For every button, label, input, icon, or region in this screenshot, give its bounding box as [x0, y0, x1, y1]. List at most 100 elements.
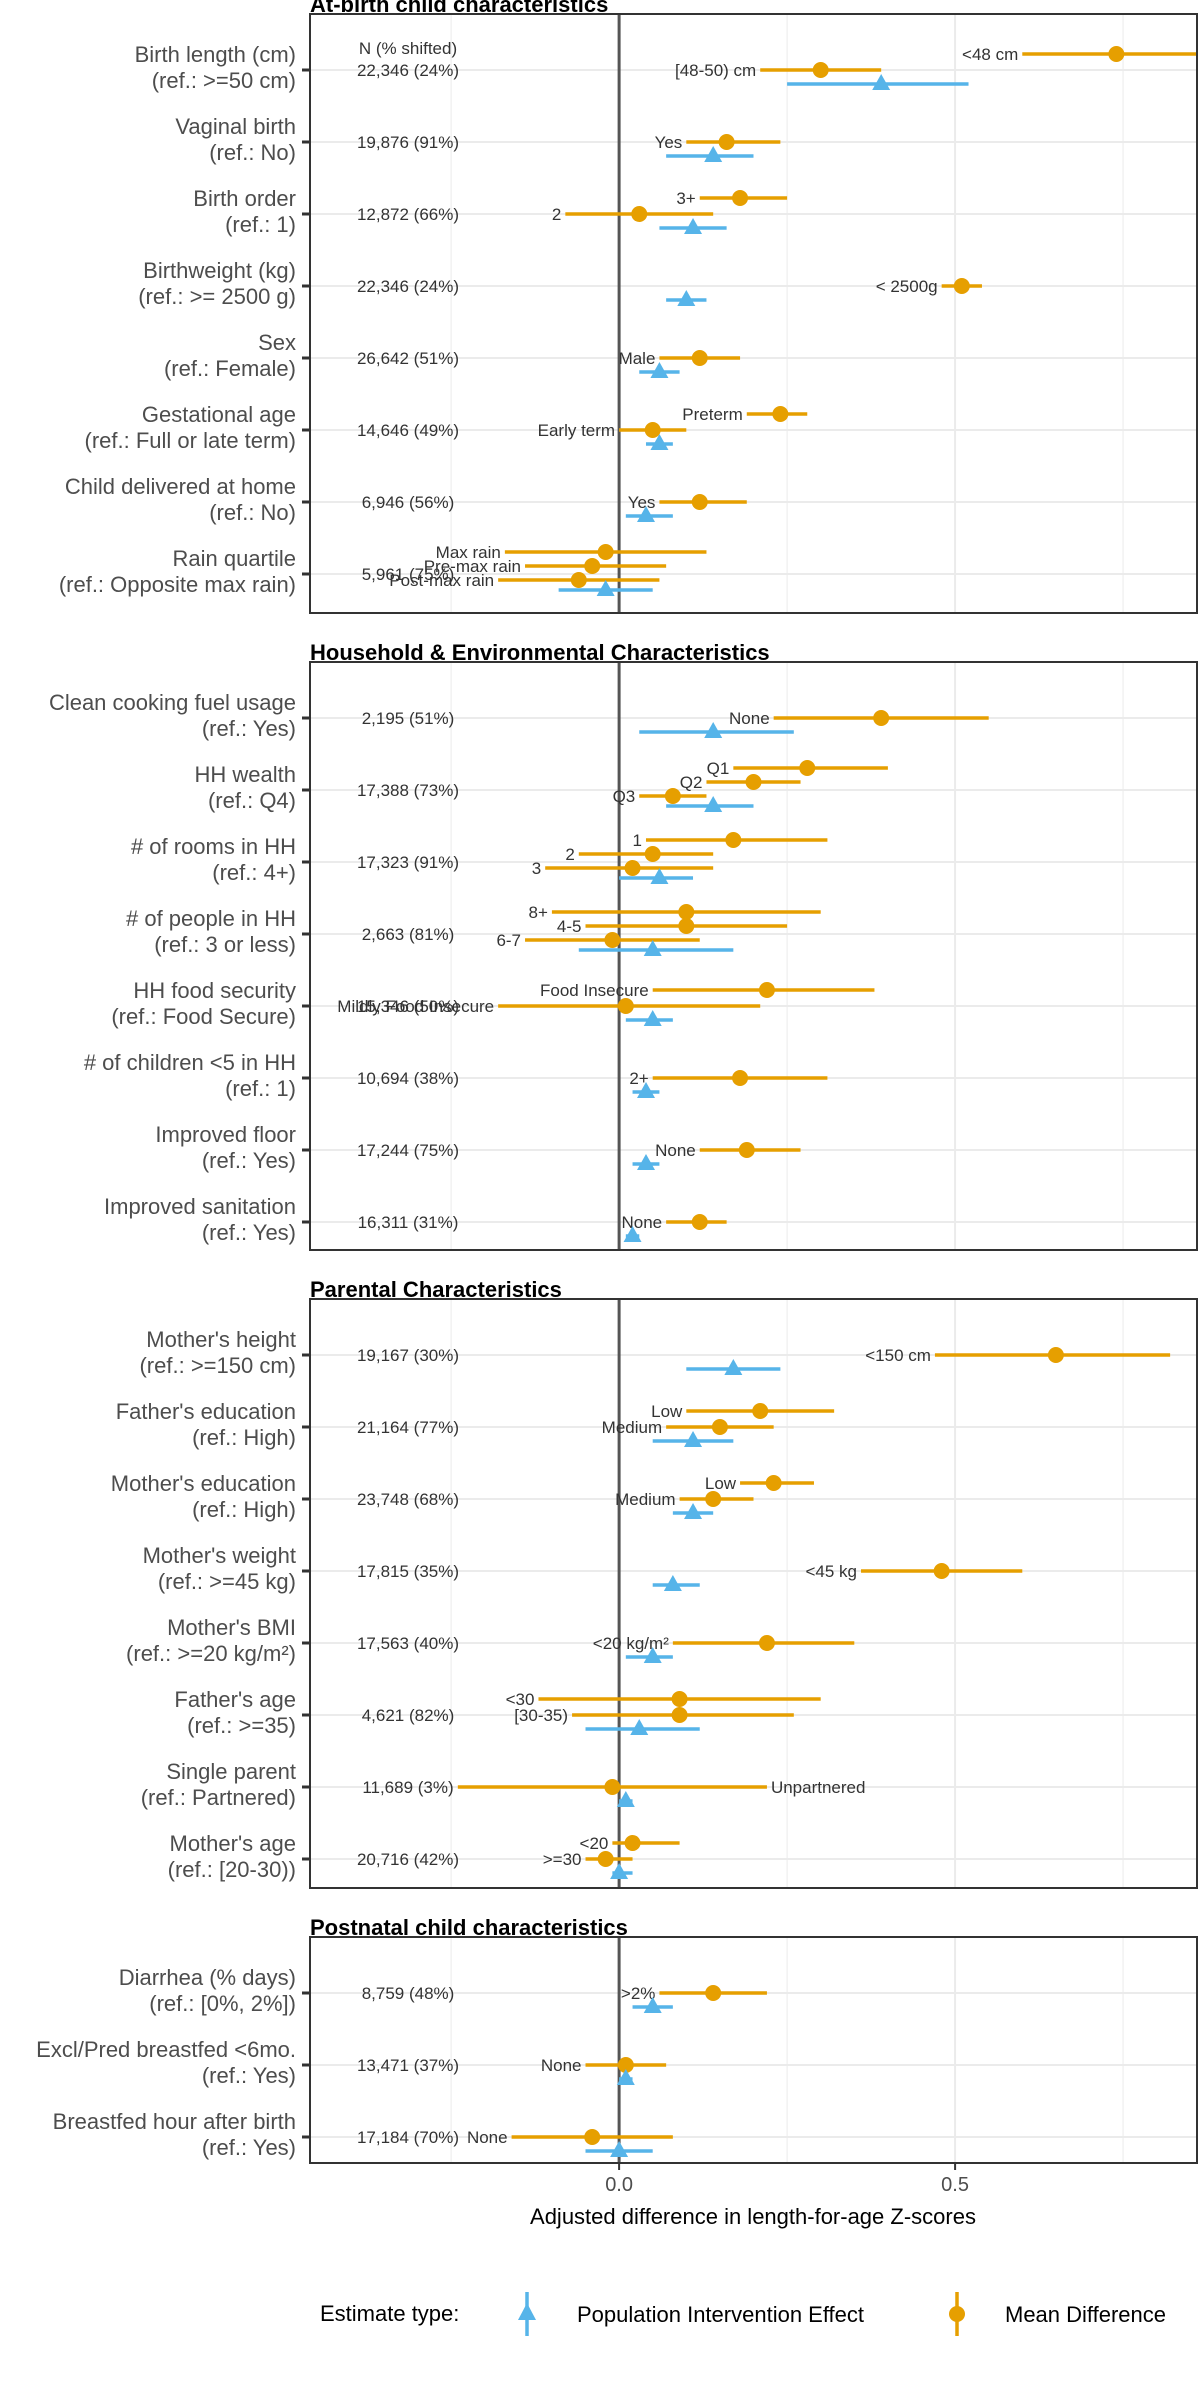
md-point [644, 422, 661, 438]
row-label: Birthweight (kg) [143, 258, 296, 283]
row-label: Gestational age [142, 402, 296, 427]
md-point [617, 2057, 634, 2073]
pie-point [724, 1359, 743, 1375]
md-label: None [655, 1141, 696, 1160]
md-point [738, 1142, 755, 1158]
row-ref-label: (ref.: [0%, 2%]) [149, 1991, 296, 2016]
md-point [758, 1635, 775, 1651]
row-label: Mother's weight [143, 1543, 296, 1568]
md-point [584, 2129, 601, 2145]
panel: At-birth child characteristics N (% shift… [59, 0, 1198, 614]
panel-title: At-birth child characteristics [310, 0, 608, 17]
md-label: 3+ [676, 189, 695, 208]
row-ref-label: (ref.: Opposite max rain) [59, 572, 296, 597]
md-label: 1 [633, 831, 642, 850]
row-label: Breastfed hour after birth [53, 2109, 296, 2134]
pie-point [684, 218, 703, 234]
panel-border [309, 13, 1198, 614]
n-value: 17,815 (35%) [357, 1562, 459, 1581]
row-label: Improved floor [155, 1122, 296, 1147]
row-ref-label: (ref.: High) [192, 1425, 296, 1450]
row: Mother's weight(ref.: >=45 kg) 17,815 (35… [143, 1543, 1023, 1594]
md-point [664, 788, 681, 804]
pie-point [663, 1575, 682, 1591]
md-point [584, 558, 601, 574]
pie-point [643, 1647, 662, 1663]
n-value: 12,872 (66%) [357, 205, 459, 224]
md-point [604, 932, 621, 948]
pie-point [616, 2069, 635, 2085]
md-point [732, 190, 749, 206]
row-label: Diarrhea (% days) [119, 1965, 296, 1990]
row: Single parent(ref.: Partnered) 11,689 (3%… [141, 1759, 866, 1810]
n-value: 17,184 (70%) [357, 2128, 459, 2147]
row: Father's education(ref.: High) 21,164 (77… [116, 1399, 835, 1450]
md-point [799, 760, 816, 776]
n-value: 8,759 (48%) [362, 1984, 455, 2003]
md-label: Food Insecure [540, 981, 649, 1000]
row: # of children <5 in HH(ref.: 1) 10,694 (3… [84, 1050, 828, 1101]
md-point [644, 846, 661, 862]
pie-point [677, 290, 696, 306]
row-label: Vaginal birth [175, 114, 296, 139]
pie-point [636, 1154, 655, 1170]
md-label: Post-max rain [389, 571, 494, 590]
md-label: Q3 [613, 787, 636, 806]
n-value: 23,748 (68%) [357, 1490, 459, 1509]
md-point [711, 1419, 728, 1435]
n-value: 22,346 (24%) [357, 61, 459, 80]
row-ref-label: (ref.: 4+) [212, 860, 296, 885]
panel: Postnatal child characteristics Diarrhea … [36, 1915, 1198, 2164]
row-ref-label: (ref.: Food Secure) [111, 1004, 296, 1029]
md-label: 8+ [529, 903, 548, 922]
row-ref-label: (ref.: 3 or less) [154, 932, 296, 957]
md-label: 3 [532, 859, 541, 878]
row-label: Father's age [174, 1687, 296, 1712]
md-label: Unpartnered [771, 1778, 866, 1797]
n-value: 21,164 (77%) [357, 1418, 459, 1437]
x-tick-label: 0.5 [941, 2174, 969, 2196]
row-ref-label: (ref.: [20-30)) [168, 1857, 296, 1882]
md-point [732, 1070, 749, 1086]
row: Birth length (cm)(ref.: >=50 cm) 22,346 (… [135, 42, 1197, 93]
n-value: 17,244 (75%) [357, 1141, 459, 1160]
pie-point [650, 868, 669, 884]
md-point [691, 350, 708, 366]
row-ref-label: (ref.: Yes) [202, 1220, 296, 1245]
row-label: Improved sanitation [104, 1194, 296, 1219]
md-point [624, 860, 641, 876]
n-value: 10,694 (38%) [357, 1069, 459, 1088]
x-axis: Adjusted difference in length-for-age Z-… [530, 2163, 976, 2229]
n-value: 14,646 (49%) [357, 421, 459, 440]
pie-point [872, 74, 891, 90]
panel: Household & Environmental Characteristic… [49, 640, 1198, 1251]
x-tick-label: 0.0 [605, 2174, 633, 2196]
row: Birthweight (kg)(ref.: >= 2500 g) 22,346 … [138, 258, 982, 309]
row: Father's age(ref.: >=35) 4,621 (82%) <30[3… [174, 1687, 821, 1738]
n-value: 17,563 (40%) [357, 1634, 459, 1653]
n-value: 15,346 (50%) [357, 997, 459, 1016]
n-value: 5,961 (75%) [362, 565, 455, 584]
row-ref-label: (ref.: >=45 kg) [158, 1569, 296, 1594]
row-ref-label: (ref.: Female) [164, 356, 296, 381]
md-label: >2% [621, 1984, 656, 2003]
row-ref-label: (ref.: Yes) [202, 716, 296, 741]
row-ref-label: (ref.: >=35) [187, 1713, 296, 1738]
md-label: Medium [602, 1418, 662, 1437]
md-point [678, 918, 695, 934]
md-label: None [467, 2128, 508, 2147]
row: Vaginal birth(ref.: No) 19,876 (91%) Yes [175, 114, 781, 165]
md-point [812, 62, 829, 78]
row-label: Child delivered at home [65, 474, 296, 499]
row: Rain quartile(ref.: Opposite max rain) 5,… [59, 543, 707, 597]
panels: At-birth child characteristics N (% shift… [36, 0, 1198, 2164]
pie-point [704, 796, 723, 812]
pie-point [643, 940, 662, 956]
md-label: [30-35) [514, 1706, 568, 1725]
row-ref-label: (ref.: High) [192, 1497, 296, 1522]
panel-title: Parental Characteristics [310, 1277, 562, 1302]
row-label: Mother's BMI [167, 1615, 296, 1640]
